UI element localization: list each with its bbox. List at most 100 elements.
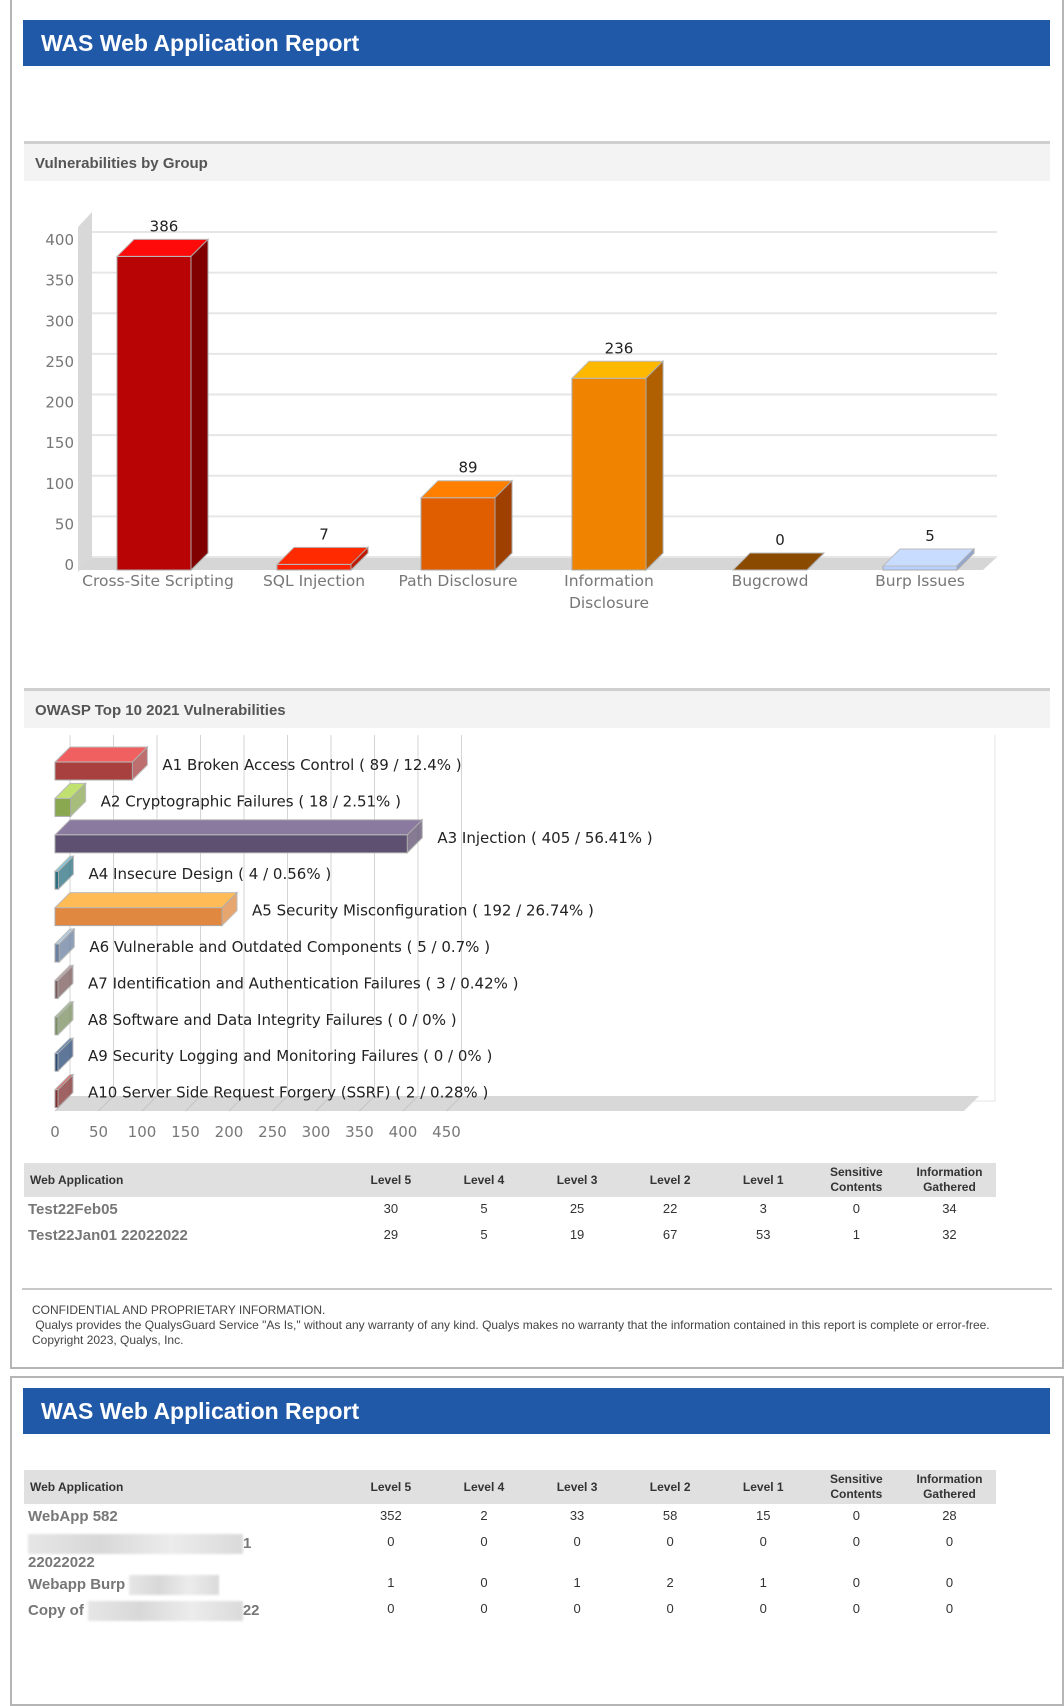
web-application-name[interactable]: Copy of 22 [24,1597,344,1623]
cell-level-4: 0 [480,1575,488,1590]
column-header: Sensitive Contents [809,1163,903,1197]
bar-front [54,834,408,854]
column-header: Sensitive Contents [809,1470,903,1504]
cell-level-5: 30 [383,1201,399,1216]
bar-side [406,818,423,855]
cell-level-1: 15 [756,1508,771,1523]
column-header: Level 1 [716,1470,810,1504]
cell-level-4: 5 [480,1201,488,1216]
bar-label: A5 Security Misconfiguration ( 192 / 26.… [252,902,594,920]
table-header-row: Web Application Level 5 Level 4 Level 3 Leve… [24,1470,996,1504]
bar-side [58,927,75,964]
bar-label: A6 Vulnerable and Outdated Components ( … [89,938,490,956]
bar-side [645,360,664,572]
bar-top [53,819,424,836]
column-header: Web Application [24,1163,345,1197]
app-name-text: Webapp Burp [28,1575,126,1593]
cell-level-5: 0 [387,1534,395,1549]
x-tick-label: 150 [171,1123,200,1141]
y-axis-wall [78,212,92,572]
bar-side [57,854,74,891]
web-application-name[interactable]: Test22Feb05 [24,1197,344,1223]
cell-sensitive-contents: 0 [852,1575,860,1590]
cell-sensitive-contents: 0 [852,1201,860,1216]
data-label: 0 [775,531,785,549]
bar-side [57,964,74,1000]
bar-label: A8 Software and Data Integrity Failures … [88,1011,457,1029]
cell-sensitive-contents: 0 [852,1534,860,1549]
y-tick-label: 300 [45,312,74,330]
app-name-text: Copy of [28,1601,84,1619]
cell-level-3: 33 [569,1508,585,1523]
app-name-text: Test22Jan01 22022022 [28,1227,188,1244]
bar-side [350,546,369,572]
web-application-name[interactable]: WebApp 582 [24,1504,344,1530]
report-page-2: WAS Web Application Report Web Applicati… [10,1376,1064,1706]
bar-front [276,563,352,571]
bar-label: A4 Insecure Design ( 4 / 0.56% ) [88,865,331,883]
owasp-top10-chart: 0 50 100 150 200 250 300 350 400 450 A1 Broken Acc… [50,735,996,1141]
web-application-name[interactable]: 1 22022022 [24,1530,344,1571]
bar-front [116,255,192,571]
column-header: Level 5 [344,1163,438,1197]
cell-level-1: 53 [756,1227,771,1242]
y-tick-label: 50 [55,515,74,533]
column-header: Level 3 [530,1163,624,1197]
y-tick-label: 350 [45,272,74,290]
gridline-floor [446,1095,462,1112]
bar-side [57,1000,74,1037]
web-application-table: Web Application Level 5 Level 4 Level 3 Leve… [24,1163,996,1249]
bar-side [57,1073,74,1109]
data-label: 89 [458,459,477,477]
bar-label: A3 Injection ( 405 / 56.41% ) [437,829,652,847]
web-application-name[interactable]: Webapp Burp [24,1571,344,1597]
bar-front [54,907,223,927]
y-tick-label: 400 [45,231,74,249]
gridline-floor [185,1095,201,1112]
cell-level-2: 0 [666,1601,674,1616]
bar-side [131,745,148,782]
x-tick-label: 0 [50,1123,60,1141]
floor [55,1096,979,1111]
section-title-owasp: OWASP Top 10 2021 Vulnerabilities [24,688,1050,728]
x-tick-label: Information [564,572,654,590]
cell-level-1: 0 [759,1601,767,1616]
web-application-name[interactable]: Test22Jan01 22022022 [24,1223,344,1249]
x-tick-label: SQL Injection [263,572,365,590]
column-header: Information Gathered [902,1470,996,1504]
data-label: 5 [925,527,935,545]
app-name-suffix: 1 [243,1534,252,1552]
bar-side [57,1036,74,1073]
x-tick-label: 250 [258,1123,287,1141]
bar-front [54,797,72,817]
cell-level-4: 2 [480,1508,488,1523]
bar-label: A1 Broken Access Control ( 89 / 12.4% ) [162,756,461,774]
y-tick-label: 100 [45,475,74,493]
bar-front [882,565,958,571]
data-label: 236 [605,339,634,357]
cell-level-2: 58 [662,1508,678,1523]
footer-line2: Qualys provides the QualysGuard Service … [32,1318,993,1347]
section-title-vulnerabilities-by-group: Vulnerabilities by Group [24,141,1050,181]
gridline-floor [402,1095,419,1112]
bar-front [571,377,647,571]
bar-front [54,870,59,890]
column-header: Level 3 [530,1470,624,1504]
x-tick-label: Disclosure [569,594,649,612]
table-row: Webapp Burp 1 0 1 2 1 0 0 [24,1571,996,1597]
app-name-line2: 22022022 [28,1554,95,1571]
bar-label: A2 Cryptographic Failures ( 18 / 2.51% ) [101,792,401,810]
column-header: Web Application [24,1470,345,1504]
x-tick-label: 200 [215,1123,244,1141]
table-row: 1 22022022 0 0 0 0 0 0 0 [24,1530,996,1571]
footer-notice: CONFIDENTIAL AND PROPRIETARY INFORMATION… [32,1303,1042,1348]
gridline-floor [98,1095,114,1112]
cell-level-2: 2 [666,1575,674,1590]
column-header: Information Gathered [902,1163,996,1197]
web-application-table-2: Web Application Level 5 Level 4 Level 3 Leve… [24,1470,996,1623]
x-tick-label: Burp Issues [875,572,965,590]
bar-side [70,782,87,818]
gridline-floor [359,1095,375,1112]
cell-level-1: 3 [759,1201,767,1216]
